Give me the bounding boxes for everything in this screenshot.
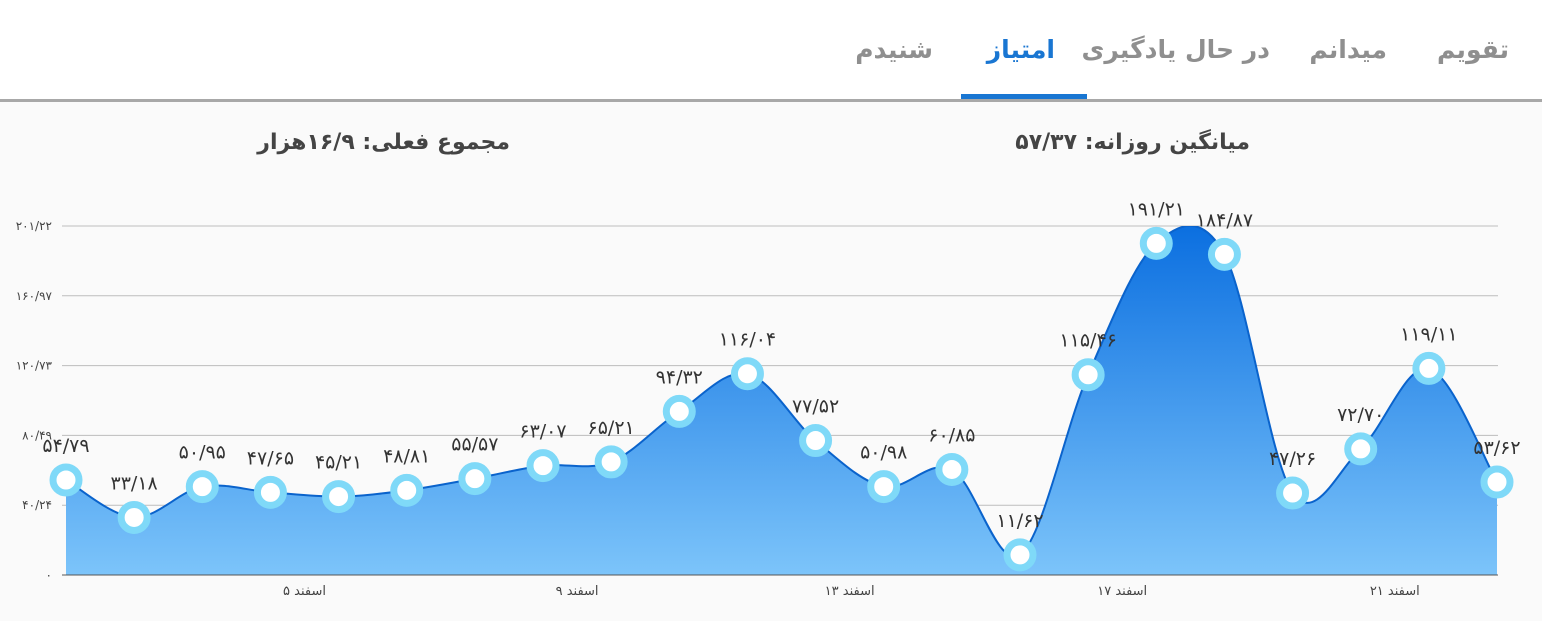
x-tick-label: ۲۱ اسفند <box>1370 584 1420 599</box>
tab-score[interactable]: امتیاز <box>986 35 1055 64</box>
data-point <box>458 462 492 496</box>
data-point <box>390 473 424 507</box>
data-point <box>1412 351 1446 385</box>
tab-heard[interactable]: شنیدم <box>855 35 933 64</box>
y-tick-label: ۲۰۱/۲۲ <box>16 219 52 233</box>
data-label: ۹۴/۳۲ <box>656 366 703 388</box>
data-points <box>49 226 1514 572</box>
tab-known[interactable]: میدانم <box>1309 35 1387 64</box>
data-point <box>1139 226 1173 260</box>
data-label: ۱۸۴/۸۷ <box>1196 209 1253 231</box>
data-point <box>1344 432 1378 466</box>
data-label: ۵۴/۷۹ <box>42 435 89 457</box>
data-label: ۶۳/۰۷ <box>519 421 566 443</box>
data-point <box>117 500 151 534</box>
x-tick-label: ۱۳ اسفند <box>825 584 875 599</box>
data-labels: ۵۴/۷۹ ۳۳/۱۸ ۵۰/۹۵ ۴۷/۶۵ ۴۵/۲۱ ۴۸/۸۱ ۵۵/۵۷ ۶۳/۰۷… <box>42 198 1520 531</box>
data-point <box>185 470 219 504</box>
data-label: ۳۳/۱۸ <box>111 472 158 494</box>
y-tick-label: ۱۶۰/۹۷ <box>16 289 53 303</box>
x-tick-label: ۱۷ اسفند <box>1097 584 1147 599</box>
y-axis: ۰ ۴۰/۲۴ ۸۰/۴۹ ۱۲۰/۷۳ ۱۶۰/۹۷ ۲۰۱/۲۲ <box>16 219 53 582</box>
y-tick-label: ۰ <box>46 568 52 582</box>
active-tab-indicator <box>961 94 1087 99</box>
data-label: ۵۰/۹۵ <box>179 442 226 464</box>
x-tick-label: ۹ اسفند <box>556 584 599 599</box>
data-point <box>1207 237 1241 271</box>
data-point <box>1003 538 1037 572</box>
data-label: ۱۱/۶۲ <box>996 510 1043 532</box>
data-point <box>1071 358 1105 392</box>
data-label: ۴۷/۶۵ <box>247 447 294 469</box>
data-label: ۵۰/۹۸ <box>860 442 907 464</box>
data-label: ۴۸/۸۱ <box>383 445 430 467</box>
data-point <box>322 480 356 514</box>
data-label: ۱۱۹/۱۱ <box>1400 323 1457 345</box>
y-tick-label: ۸۰/۴۹ <box>22 428 52 442</box>
current-total-stat: مجموع فعلی: ۱۶/۹هزار <box>257 130 510 155</box>
data-point <box>594 445 628 479</box>
data-point <box>730 357 764 391</box>
tab-calendar[interactable]: تقویم <box>1436 35 1509 64</box>
data-point <box>799 424 833 458</box>
data-label: ۵۳/۶۲ <box>1473 437 1520 459</box>
score-area <box>66 226 1497 575</box>
y-tick-label: ۱۲۰/۷۳ <box>16 359 53 373</box>
data-point <box>49 463 83 497</box>
data-label: ۱۹۱/۲۱ <box>1128 198 1185 220</box>
data-label: ۷۲/۷۰ <box>1337 404 1384 426</box>
data-label: ۴۵/۲۱ <box>315 452 362 474</box>
daily-average-stat: میانگین روزانه: ۵۷/۳۷ <box>1015 130 1250 155</box>
data-label: ۶۵/۲۱ <box>588 417 635 439</box>
data-point <box>253 475 287 509</box>
data-label: ۷۷/۵۲ <box>792 396 839 418</box>
tab-bar: تقویم میدانم در حال یادگیری امتیاز شنیدم <box>0 0 1542 100</box>
data-point <box>867 470 901 504</box>
tab-divider <box>0 99 1542 102</box>
data-point <box>526 449 560 483</box>
x-tick-label: ۵ اسفند <box>283 584 326 599</box>
data-point <box>1480 465 1514 499</box>
y-tick-label: ۴۰/۲۴ <box>22 498 52 512</box>
tab-learning[interactable]: در حال یادگیری <box>1081 35 1270 64</box>
data-label: ۶۰/۸۵ <box>928 424 975 446</box>
data-label: ۱۱۵/۴۶ <box>1059 330 1116 352</box>
data-label: ۵۵/۵۷ <box>451 434 498 456</box>
data-point <box>935 452 969 486</box>
x-axis: ۵ اسفند ۹ اسفند ۱۳ اسفند ۱۷ اسفند ۲۱ اسفند <box>283 584 1420 599</box>
data-label: ۴۷/۲۶ <box>1269 448 1316 470</box>
data-point <box>1276 476 1310 510</box>
data-label: ۱۱۶/۰۴ <box>719 329 776 351</box>
data-point <box>662 394 696 428</box>
